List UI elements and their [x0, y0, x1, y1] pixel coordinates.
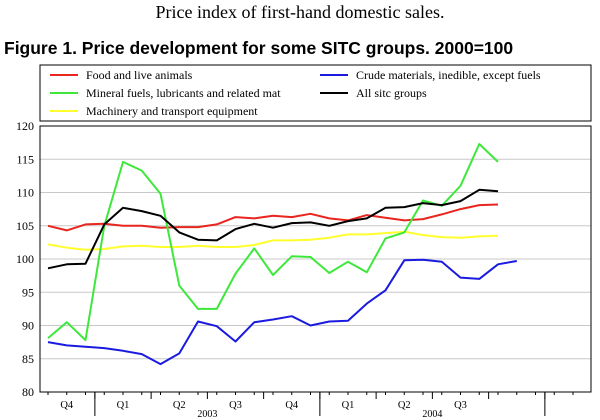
x-quarter-label: Q4: [60, 400, 74, 411]
series-layer: [47, 143, 517, 366]
grid-layer: [40, 158, 591, 360]
y-tick-label-90: 90: [22, 319, 34, 333]
x-quarter-label: Q1: [117, 400, 130, 411]
legend: Food and live animals Mineral fuels, lubr…: [39, 64, 592, 122]
x-quarter-label: Q3: [454, 400, 467, 411]
y-tick-label-115: 115: [16, 152, 34, 166]
x-quarter-label: Q4: [285, 400, 299, 411]
x-year-label: 2003: [197, 409, 217, 420]
page-subtitle: Price index of first-hand domestic sales…: [155, 2, 445, 22]
y-tick-label-80: 80: [22, 385, 34, 399]
x-quarter-label: Q2: [173, 400, 186, 411]
legend-label-1: Mineral fuels, lubricants and related ma…: [86, 86, 281, 100]
figure-title: Figure 1. Price development for some SIT…: [4, 38, 514, 58]
legend-label-0: Food and live animals: [86, 68, 193, 82]
axis-layer: 80 85 90 95 100 105 110 115 120 Q4 Q1 Q2 Q3 Q4 Q1 Q2 Q3 2…: [16, 119, 592, 420]
y-tick-label-120: 120: [16, 119, 34, 133]
legend-label-3: Crude materials, inedible, except fuels: [356, 68, 541, 82]
x-year-label: 2004: [422, 409, 442, 420]
y-tick-label-85: 85: [22, 352, 34, 366]
legend-label-2: Machinery and transport equipment: [86, 104, 258, 118]
series-line-4: [47, 188, 499, 270]
y-tick-label-110: 110: [16, 186, 34, 200]
series-line-2: [47, 230, 499, 251]
series-line-3: [47, 258, 517, 366]
legend-label-4: All sitc groups: [356, 86, 427, 100]
series-line-0: [47, 203, 499, 232]
y-tick-label-95: 95: [22, 285, 34, 299]
x-quarter-label: Q3: [229, 400, 242, 411]
x-quarter-label: Q2: [398, 400, 411, 411]
series-line-1: [47, 143, 499, 342]
plot-frame: [39, 125, 592, 393]
x-quarter-label: Q1: [342, 400, 355, 411]
y-tick-label-105: 105: [16, 219, 34, 233]
y-tick-label-100: 100: [16, 252, 34, 266]
legend-box: [39, 64, 592, 122]
